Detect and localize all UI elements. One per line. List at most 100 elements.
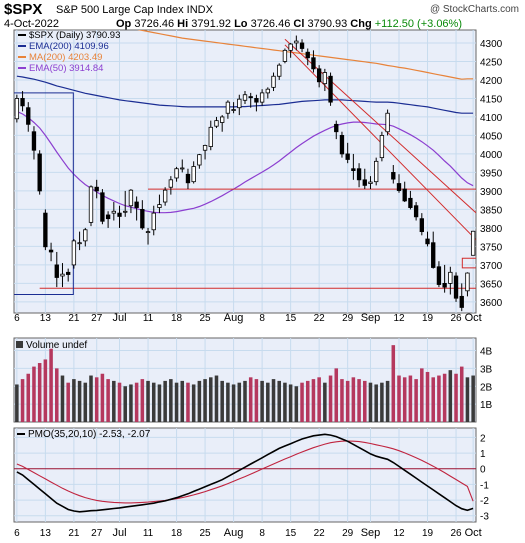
candle-body xyxy=(145,231,151,234)
low-value: 3726.46 xyxy=(250,18,291,30)
pmo-tick-label: -1 xyxy=(480,480,489,491)
volume-bar xyxy=(363,380,367,422)
volume-bar xyxy=(345,380,350,422)
price-tick-label: 3850 xyxy=(480,205,503,216)
symbol-title: $SPX xyxy=(4,1,43,18)
volume-bar xyxy=(60,375,65,422)
volume-bar xyxy=(220,380,224,422)
candle-body xyxy=(259,92,265,103)
volume-bar xyxy=(55,368,59,422)
ema200-line xyxy=(16,75,474,114)
candle-body xyxy=(339,135,345,155)
x-tick-label: 15 xyxy=(285,313,297,324)
volume-bar xyxy=(402,377,407,422)
candle-body xyxy=(117,212,122,217)
candle-body xyxy=(60,273,65,277)
x-tick-label: 18 xyxy=(171,313,183,324)
x-tick-label-bottom: 13 xyxy=(40,528,52,539)
volume-tick-label: 2B xyxy=(480,382,493,393)
candle-body xyxy=(345,153,350,160)
candle-body xyxy=(94,186,99,192)
volume-bar xyxy=(351,377,356,422)
volume-bar xyxy=(140,379,145,422)
price-tick-label: 4300 xyxy=(480,39,503,50)
candle-body xyxy=(83,229,88,242)
volume-bar xyxy=(266,382,270,422)
candle-body xyxy=(168,179,174,188)
volume-bar xyxy=(334,368,339,422)
candle-body xyxy=(151,212,156,231)
price-tick-label: 3800 xyxy=(480,224,503,235)
candle-body xyxy=(311,57,316,70)
candle-body xyxy=(197,154,202,166)
open-value: 3726.46 xyxy=(134,18,175,30)
volume-bar xyxy=(94,377,99,422)
candle-body xyxy=(31,131,37,151)
price-tick-label: 3700 xyxy=(480,261,503,272)
candle-body xyxy=(322,72,328,85)
candle-body xyxy=(442,283,447,288)
pmo-tick-label: 1 xyxy=(480,449,486,460)
price-tick-label: 3900 xyxy=(480,187,503,198)
volume-bar xyxy=(248,377,253,422)
volume-bar xyxy=(20,379,25,422)
candle-body xyxy=(362,179,367,186)
volume-bar xyxy=(83,382,88,422)
candle-body xyxy=(20,98,25,107)
x-tick-label-bottom: 18 xyxy=(171,528,183,539)
volume-bar xyxy=(146,380,150,422)
volume-bar xyxy=(328,375,333,422)
high-label: Hi xyxy=(177,18,189,30)
x-tick-label: 26 xyxy=(450,313,462,324)
candle-body xyxy=(225,101,231,114)
volume-bar xyxy=(151,382,156,422)
candle-body xyxy=(174,168,179,179)
candle-body xyxy=(305,51,310,59)
x-tick-label: 11 xyxy=(143,313,154,324)
candle-body xyxy=(277,64,282,77)
candle-body xyxy=(202,145,208,151)
candle-body xyxy=(162,189,168,203)
volume-bar xyxy=(26,373,31,422)
volume-bar xyxy=(15,384,19,422)
volume-bar xyxy=(100,373,105,422)
annotation-rectangle xyxy=(14,92,74,296)
volume-tick-label: 4B xyxy=(480,347,493,358)
volume-legend-swatch xyxy=(16,341,23,348)
x-tick-label: Jul xyxy=(112,312,126,324)
watermark: @ StockCharts.com xyxy=(429,4,519,15)
candle-body xyxy=(391,172,396,180)
low-label: Lo xyxy=(234,18,248,30)
candle-body xyxy=(385,112,390,133)
candle-body xyxy=(191,166,196,183)
volume-bar xyxy=(414,379,418,422)
ma200-line xyxy=(137,30,474,80)
x-tick-label: 27 xyxy=(91,313,103,324)
candle-body xyxy=(356,168,362,181)
candle-body xyxy=(43,212,48,248)
x-tick-label: 25 xyxy=(200,313,212,324)
candle-body xyxy=(242,94,248,101)
volume-bar xyxy=(317,377,321,422)
candle-body xyxy=(419,218,424,233)
volume-bar xyxy=(117,382,122,422)
open-label: Op xyxy=(116,18,132,30)
volume-bar xyxy=(385,380,390,422)
x-tick-label-bottom: 6 xyxy=(14,528,20,539)
candle-body xyxy=(265,88,270,94)
candle-body xyxy=(288,43,293,51)
price-tick-label: 3650 xyxy=(480,279,503,290)
volume-bar xyxy=(420,368,424,422)
candle-body xyxy=(54,264,59,278)
volume-bar xyxy=(448,370,453,422)
chg-value: +112.50 (+3.06%) xyxy=(374,18,462,30)
candle-body xyxy=(379,135,385,159)
x-tick-label-bottom: 21 xyxy=(68,528,80,539)
candle-body xyxy=(140,209,145,229)
volume-tick-label: 1B xyxy=(480,400,493,411)
candle-body xyxy=(316,68,322,83)
price-tick-label: 3750 xyxy=(480,242,503,253)
x-tick-label-bottom: 11 xyxy=(143,528,154,539)
volume-bar xyxy=(72,379,76,422)
